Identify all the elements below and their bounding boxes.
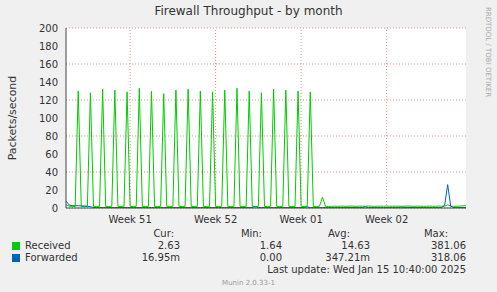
svg-text:40: 40 [45, 167, 58, 178]
html-text:0.00: 0.00 [259, 252, 282, 263]
svg-text:80: 80 [45, 131, 58, 142]
svg-text:120: 120 [39, 95, 58, 106]
html-text:Avg:: Avg: [328, 228, 350, 239]
svg-text:Week 02: Week 02 [365, 214, 408, 225]
html-text:1.64: 1.64 [259, 240, 282, 251]
html-text:347.21m: 347.21m [325, 252, 370, 263]
html-text:Received: Received [25, 240, 71, 251]
svg-text:60: 60 [45, 149, 58, 160]
svg-text:100: 100 [39, 113, 58, 124]
svg-text:Week 01: Week 01 [279, 214, 322, 225]
html-text:RRDTOOL / TOBI OETIKER: RRDTOOL / TOBI OETIKER [484, 6, 492, 98]
html-text:Forwarded: Forwarded [25, 252, 78, 263]
html-text:Packets/second: Packets/second [5, 75, 19, 161]
svg-text:140: 140 [39, 77, 58, 88]
html-text:381.06: 381.06 [431, 240, 466, 251]
html-text:2.63: 2.63 [157, 240, 180, 251]
html-text:16.95m: 16.95m [141, 252, 180, 263]
html-text:Last update: Wed Jan 15 10:40:: Last update: Wed Jan 15 10:40:00 2025 [267, 264, 466, 275]
html-text:14.63: 14.63 [341, 240, 370, 251]
svg-text:180: 180 [39, 41, 58, 52]
svg-text:Week 51: Week 51 [108, 214, 151, 225]
html-text:Firewall Throughput - by month: Firewall Throughput - by month [154, 4, 343, 18]
svg-text:20: 20 [45, 185, 58, 196]
html-text:Max:: Max: [424, 228, 448, 239]
html-text:Min:: Min: [240, 228, 262, 239]
svg-text:0: 0 [52, 203, 58, 214]
html-text:Munin 2.0.33-1: Munin 2.0.33-1 [222, 279, 275, 287]
html-text:318.06: 318.06 [431, 252, 466, 263]
html-text:Cur:: Cur: [153, 228, 174, 239]
svg-text:Week 52: Week 52 [194, 214, 237, 225]
svg-text:160: 160 [39, 59, 58, 70]
svg-text:200: 200 [39, 23, 58, 34]
